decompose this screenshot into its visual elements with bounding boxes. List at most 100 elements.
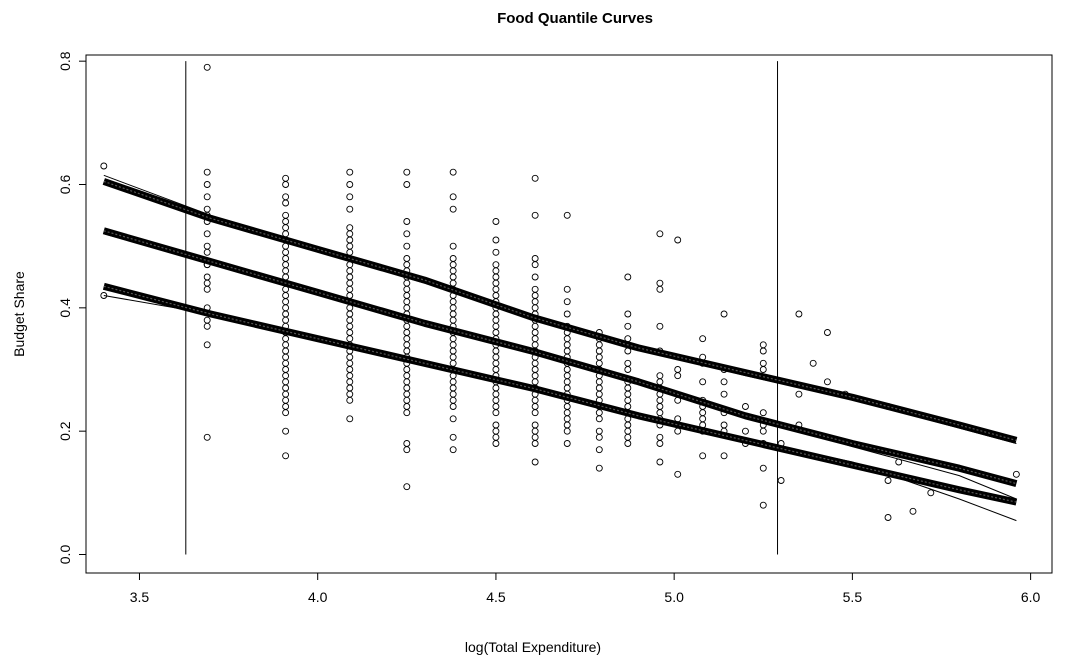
scatter-point	[282, 409, 290, 417]
scatter-point	[282, 353, 290, 361]
scatter-point	[492, 285, 500, 293]
scatter-point	[346, 310, 354, 318]
scatter-point	[656, 433, 664, 441]
scatter-point	[282, 267, 290, 275]
scatter-point	[403, 322, 411, 330]
scatter-point	[759, 341, 767, 349]
scatter-point	[563, 384, 571, 392]
scatter-point	[531, 341, 539, 349]
scatter-point	[282, 452, 290, 460]
scatter-point	[346, 372, 354, 380]
scatter-point	[531, 174, 539, 182]
scatter-point	[531, 396, 539, 404]
scatter-point	[656, 440, 664, 447]
scatter-point	[492, 390, 500, 398]
scatter-point	[282, 261, 290, 269]
scatter-point	[346, 242, 354, 250]
scatter-point	[595, 378, 603, 386]
scatter-point	[282, 181, 290, 188]
scatter-point	[595, 347, 603, 355]
scatter-point	[346, 316, 354, 324]
scatter-point	[203, 181, 211, 188]
scatter-point	[563, 409, 571, 417]
scatter-point	[531, 255, 539, 262]
y-tick-label: 0.8	[57, 51, 73, 71]
scatter-point	[563, 347, 571, 355]
quantile-curve-texture	[103, 180, 1017, 441]
scatter-point	[449, 316, 457, 324]
scatter-point	[531, 329, 539, 336]
scatter-point	[449, 396, 457, 404]
scatter-point	[100, 162, 108, 170]
scatter-point	[563, 335, 571, 343]
scatter-point	[282, 396, 290, 404]
scatter-point	[282, 427, 290, 435]
scatter-point	[449, 267, 457, 275]
x-axis-label: log(Total Expenditure)	[465, 639, 601, 655]
scatter-point	[449, 205, 457, 213]
x-tick-label: 5.0	[664, 589, 684, 605]
x-tick-label: 3.5	[130, 589, 150, 605]
scatter-point	[699, 335, 707, 343]
scatter-point	[563, 427, 571, 435]
scatter-point	[346, 273, 354, 281]
scatter-point	[531, 366, 539, 373]
scatter-point	[492, 427, 500, 435]
quantile-curve	[102, 178, 1018, 444]
scatter-point	[531, 335, 539, 343]
scatter-point	[282, 292, 290, 299]
scatter-point	[403, 255, 411, 262]
scatter-point	[403, 372, 411, 380]
scatter-point	[531, 322, 539, 330]
scatter-point	[823, 378, 831, 386]
scatter-point	[720, 452, 728, 460]
scatter-point	[656, 372, 664, 380]
scatter-point	[282, 193, 290, 201]
scatter-point	[809, 359, 817, 367]
scatter-point	[449, 384, 457, 392]
scatter-point	[563, 403, 571, 410]
scatter-point	[346, 390, 354, 398]
scatter-point	[656, 322, 664, 330]
scatter-point	[492, 347, 500, 355]
scatter-point	[531, 372, 539, 380]
scatter-point	[449, 298, 457, 306]
scatter-point	[282, 298, 290, 306]
scatter-point	[492, 279, 500, 287]
scatter-point	[759, 501, 767, 509]
scatter-point	[720, 310, 728, 318]
scatter-point	[563, 378, 571, 386]
scatter-point	[777, 477, 785, 484]
scatter-point	[492, 366, 500, 373]
scatter-point	[492, 353, 500, 361]
scatter-point	[282, 403, 290, 410]
scatter-point	[282, 255, 290, 262]
scatter-point	[282, 224, 290, 232]
scatter-point	[449, 335, 457, 343]
x-tick-label: 4.0	[308, 589, 328, 605]
scatter-point	[403, 181, 411, 188]
scatter-point	[595, 353, 603, 361]
scatter-point	[492, 248, 500, 256]
y-tick-label: 0.2	[57, 421, 73, 441]
scatter-point	[403, 168, 411, 176]
scatter-point	[203, 205, 211, 213]
scatter-point	[759, 409, 767, 417]
scatter-point	[624, 427, 632, 435]
scatter-point	[656, 458, 664, 466]
scatter-point	[531, 298, 539, 306]
scatter-point	[492, 329, 500, 336]
scatter-point	[346, 285, 354, 293]
quantile-curve	[102, 282, 1018, 506]
quantile-curves	[102, 174, 1018, 522]
scatter-point	[884, 514, 892, 521]
scatter-point	[563, 366, 571, 373]
scatter-point	[656, 279, 664, 287]
scatter-point	[282, 384, 290, 392]
scatter-point	[403, 298, 411, 306]
scatter-point	[492, 440, 500, 447]
scatter-point	[346, 359, 354, 367]
scatter-point	[624, 403, 632, 410]
scatter-point	[203, 316, 211, 324]
scatter-point	[403, 409, 411, 417]
